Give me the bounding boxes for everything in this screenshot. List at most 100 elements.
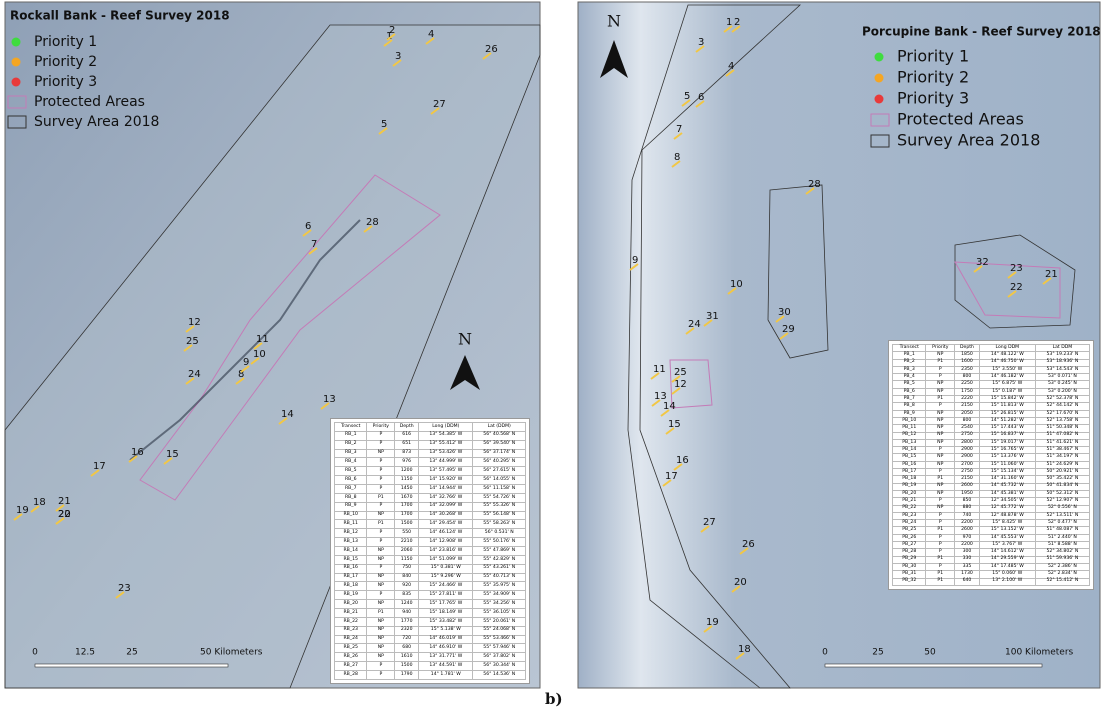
- table-cell: 55° 34.909' N: [473, 591, 526, 600]
- table-cell: 2900: [955, 447, 980, 454]
- table-cell: 15° 26.815' W: [979, 410, 1035, 417]
- table-cell: PB_23: [893, 512, 926, 519]
- site-label: 29: [782, 324, 795, 335]
- table-cell: 15° 5.138' W: [419, 626, 473, 635]
- table-row: RB_15NP115014° 51.099' W55° 42.829' N: [335, 555, 526, 564]
- table-row: RB_22NP177015° 33.482' W55° 20.061' N: [335, 617, 526, 626]
- table-cell: P: [367, 564, 395, 573]
- table-cell: P: [367, 458, 395, 467]
- table-cell: PB_3: [893, 366, 926, 373]
- table-cell: P: [926, 520, 955, 527]
- table-cell: 14° 14.944' W: [419, 485, 473, 494]
- table-cell: 2700: [955, 461, 980, 468]
- table-cell: P1: [367, 493, 395, 502]
- table-cell: 56° 37.174' N: [473, 449, 526, 458]
- site-label: 10: [730, 279, 743, 290]
- table-cell: RB_24: [335, 635, 367, 644]
- table-cell: PB_22: [893, 505, 926, 512]
- table-cell: NP: [926, 352, 955, 359]
- site-label: 3: [698, 37, 704, 48]
- table-cell: Depth: [395, 423, 419, 432]
- table-cell: NP: [926, 505, 955, 512]
- table-cell: PB_21: [893, 498, 926, 505]
- table-cell: 55° 54.726' N: [473, 493, 526, 502]
- site-label: 9: [632, 255, 638, 266]
- table-cell: P1: [926, 527, 955, 534]
- table-cell: RB_13: [335, 538, 367, 547]
- table-row: PB_2P1160014° 46.750' W53° 18.936' N: [893, 359, 1090, 366]
- site-label: 24: [188, 369, 201, 380]
- table-cell: PB_17: [893, 469, 926, 476]
- table-cell: PB_11: [893, 425, 926, 432]
- table-cell: PB_19: [893, 483, 926, 490]
- table-row: PB_19NP260014° 45.732' W50° 41.834' N: [893, 483, 1090, 490]
- site-label: 14: [663, 401, 676, 412]
- table-cell: 55° 34.256' N: [473, 600, 526, 609]
- table-cell: 15° 3.550' W: [979, 366, 1035, 373]
- table-cell: 14° 51.282' W: [979, 417, 1035, 424]
- table-cell: 835: [395, 591, 419, 600]
- table-cell: 15° 0.187' W: [979, 388, 1035, 395]
- table-cell: 2200: [955, 520, 980, 527]
- table-cell: 920: [395, 582, 419, 591]
- table-cell: RB_10: [335, 511, 367, 520]
- table-row: RB_2P65113° 55.412' W56° 39.540' N: [335, 440, 526, 449]
- scale-label: 0: [822, 648, 828, 658]
- table-cell: 15° 19.017' W: [979, 439, 1035, 446]
- table-cell: 52° 44.142' N: [1035, 403, 1089, 410]
- table-cell: 940: [395, 609, 419, 618]
- table-cell: 2600: [955, 483, 980, 490]
- table-cell: Transect: [893, 345, 926, 352]
- table-cell: 1670: [395, 493, 419, 502]
- table-row: PB_5NP225015° 6.875' W53° 0.245' N: [893, 381, 1090, 388]
- table-cell: PB_4: [893, 374, 926, 381]
- table-cell: 14° 51.099' W: [419, 555, 473, 564]
- table-cell: PB_30: [893, 563, 926, 570]
- scale-label: 0: [32, 648, 38, 658]
- table-cell: 52° 13.511' N: [1035, 512, 1089, 519]
- table-row: TransectPriorityDepthLong (DDM)Lat (DDM): [335, 423, 526, 432]
- table-cell: 14° 12.908' W: [419, 538, 473, 547]
- site-label: 27: [703, 517, 716, 528]
- table-cell: PB_15: [893, 454, 926, 461]
- table-cell: 970: [955, 534, 980, 541]
- table-cell: P: [926, 469, 955, 476]
- table-cell: 14° 30.268' W: [419, 511, 473, 520]
- legend-symbol: [875, 53, 884, 62]
- site-label: 17: [665, 471, 678, 482]
- site-label: 6: [698, 92, 704, 103]
- map-title: Porcupine Bank - Reef Survey 2018: [862, 25, 1101, 39]
- table-cell: 53° 14.543' N: [1035, 366, 1089, 373]
- site-label: 30: [778, 307, 791, 318]
- table-cell: PB_14: [893, 447, 926, 454]
- table-cell: P: [926, 563, 955, 570]
- table-cell: 14° 1.781' W: [419, 671, 473, 680]
- scale-label: 25: [872, 648, 883, 658]
- table-cell: 55° 20.061' N: [473, 617, 526, 626]
- table-cell: 1610: [395, 653, 419, 662]
- table-row: PB_3P235015° 3.550' W53° 14.543' N: [893, 366, 1090, 373]
- data-table: TransectPriorityDepthLong (DDM)Lat (DDM)…: [330, 418, 530, 684]
- site-label: 13: [323, 394, 336, 405]
- table-cell: 840: [395, 573, 419, 582]
- site-label: 14: [281, 409, 294, 420]
- table-cell: 55° 43.261' N: [473, 564, 526, 573]
- table-row: PB_13NP280015° 19.017' W51° 41.621' N: [893, 439, 1090, 446]
- table-cell: 14° 46.910' W: [419, 644, 473, 653]
- site-label: 21: [58, 496, 71, 507]
- table-cell: 50° 52.312' N: [1035, 490, 1089, 497]
- table-cell: 1850: [955, 352, 980, 359]
- table-row: RB_12P55014° 46.124' W56° 0.531' N: [335, 529, 526, 538]
- table-row: RB_1P61613° 54.385' W56° 40.568' N: [335, 431, 526, 440]
- table-cell: 750: [395, 564, 419, 573]
- table-cell: RB_26: [335, 653, 367, 662]
- table-cell: 14° 15.920' W: [419, 476, 473, 485]
- table-cell: 13° 44.591' W: [419, 662, 473, 671]
- site-label: 7: [676, 124, 682, 135]
